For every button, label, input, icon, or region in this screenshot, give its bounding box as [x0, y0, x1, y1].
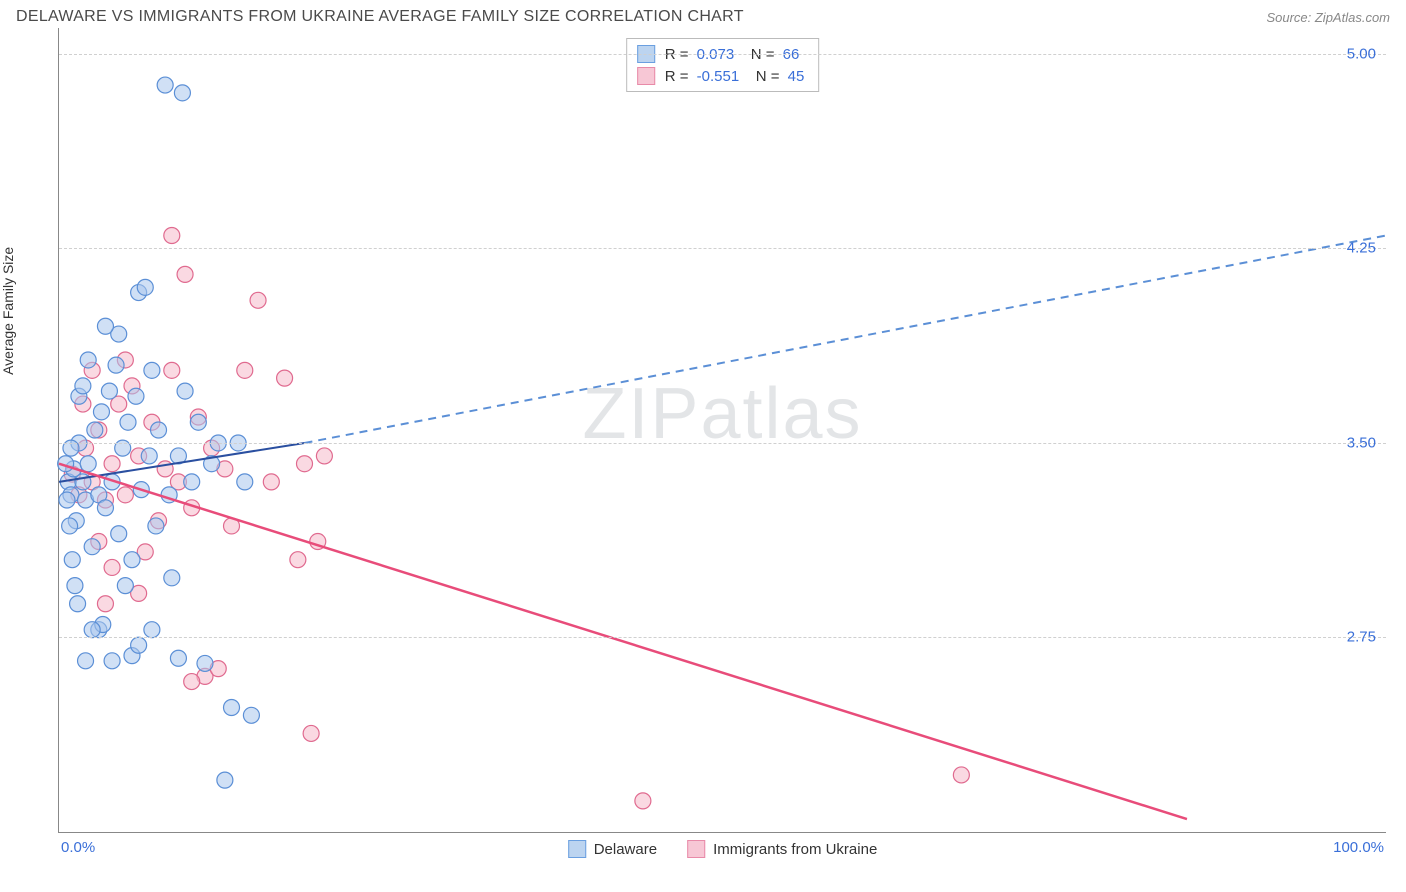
y-tick-label: 5.00 — [1347, 45, 1376, 62]
y-tick-label: 4.25 — [1347, 240, 1376, 257]
series-swatch-blue — [568, 840, 586, 858]
chart-container: Average Family Size ZIPatlas R = 0.073 N… — [16, 28, 1390, 833]
series-legend-item-blue: Delaware — [568, 840, 657, 858]
x-tick-min: 0.0% — [61, 839, 95, 856]
grid-line — [59, 443, 1386, 444]
plot-svg — [59, 28, 1386, 832]
legend-swatch-pink — [637, 67, 655, 85]
plot-area: ZIPatlas R = 0.073 N = 66 R = -0.551 — [58, 28, 1386, 833]
series-name-blue: Delaware — [594, 841, 657, 858]
series-legend-item-pink: Immigrants from Ukraine — [687, 840, 877, 858]
chart-title: DELAWARE VS IMMIGRANTS FROM UKRAINE AVER… — [16, 8, 744, 26]
series-swatch-pink — [687, 840, 705, 858]
legend-stats-pink: R = -0.551 N = 45 — [665, 68, 809, 85]
r-value-pink: -0.551 — [697, 68, 740, 85]
correlation-legend: R = 0.073 N = 66 R = -0.551 N = 45 — [626, 38, 820, 92]
x-tick-max: 100.0% — [1333, 839, 1384, 856]
grid-line — [59, 637, 1386, 638]
correlation-legend-row-pink: R = -0.551 N = 45 — [637, 65, 809, 87]
grid-line — [59, 248, 1386, 249]
n-value-pink: 45 — [788, 68, 805, 85]
series-name-pink: Immigrants from Ukraine — [713, 841, 877, 858]
y-tick-label: 3.50 — [1347, 434, 1376, 451]
n-label: N = — [756, 68, 780, 85]
y-axis-label: Average Family Size — [0, 246, 16, 374]
source-label: Source: ZipAtlas.com — [1266, 10, 1390, 25]
y-tick-label: 2.75 — [1347, 629, 1376, 646]
r-label: R = — [665, 68, 689, 85]
grid-line — [59, 54, 1386, 55]
series-legend: Delaware Immigrants from Ukraine — [568, 840, 878, 858]
